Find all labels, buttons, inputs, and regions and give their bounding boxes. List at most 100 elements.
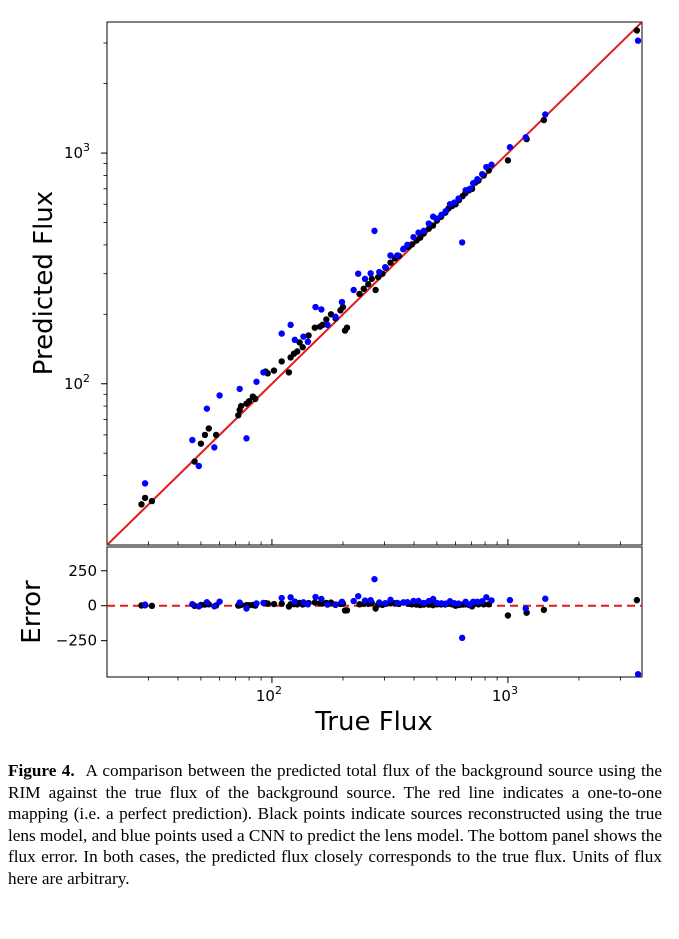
cnn-lens-point [216, 392, 223, 399]
true-lens-error-point [270, 600, 278, 608]
true-lens-point [368, 275, 376, 283]
cnn-lens-point [260, 369, 267, 376]
y-tick-exponent: 3 [83, 141, 90, 154]
true-lens-point [278, 358, 285, 365]
cnn-lens-error-point [382, 599, 389, 607]
cnn-lens-error-point [203, 599, 211, 606]
true-lens-point [141, 494, 149, 502]
cnn-lens-point [455, 195, 462, 202]
cnn-lens-point [350, 286, 357, 294]
cnn-lens-error-point [415, 597, 422, 605]
cnn-lens-point [400, 246, 407, 253]
true-lens-point [319, 321, 326, 329]
cnn-lens-error-point [542, 595, 549, 602]
true-lens-error-point [311, 599, 319, 606]
true-lens-point [343, 324, 351, 331]
true-lens-point [387, 259, 394, 266]
x-tick-label: 103 [492, 684, 518, 705]
cnn-lens-error-point [634, 671, 642, 677]
cnn-lens-error-point [361, 597, 369, 604]
error-y-tick-label: 0 [87, 597, 97, 615]
true-lens-point [323, 316, 330, 323]
cnn-lens-error-point [304, 601, 312, 608]
y-tick-exponent: 2 [83, 372, 90, 385]
cnn-lens-error-point [506, 596, 514, 604]
error-plot-frame [106, 546, 643, 678]
cnn-lens-point [404, 241, 411, 249]
cnn-lens-point [433, 215, 441, 222]
true-lens-error-point [633, 596, 641, 604]
cnn-lens-error-point [488, 597, 495, 604]
cnn-lens-error-point [387, 596, 394, 604]
true-lens-error-point [504, 612, 512, 619]
cnn-lens-error-point [367, 597, 374, 604]
true-lens-point [201, 431, 209, 439]
error-y-tick-label: 250 [68, 562, 97, 580]
true-lens-point [197, 440, 205, 447]
one-to-one-line [107, 22, 642, 545]
cnn-lens-error-point [483, 594, 490, 601]
cnn-lens-point [483, 163, 490, 171]
error-y-tick-label: −250 [56, 632, 97, 650]
cnn-lens-point [438, 211, 445, 219]
cnn-lens-error-point [350, 597, 357, 605]
cnn-lens-point [332, 313, 339, 321]
true-lens-point [360, 285, 367, 293]
cnn-lens-point [361, 275, 369, 283]
cnn-lens-point [324, 321, 331, 329]
cnn-lens-point [312, 303, 319, 311]
cnn-lens-point [415, 229, 422, 236]
cnn-lens-point [442, 207, 449, 215]
figure: 102 103 Predicted Flux 250 0 −250 102 103 Er… [17, 21, 643, 737]
cnn-lens-error-point [433, 599, 441, 607]
cnn-lens-point [195, 462, 203, 470]
caption-label: Figure 4. [8, 761, 75, 780]
true-lens-point [365, 281, 372, 288]
flux-error-panel: 250 0 −250 102 103 Error True Flux [17, 546, 643, 737]
cnn-lens-point [211, 444, 218, 451]
cnn-lens-error-point [260, 599, 267, 607]
true-lens-point [311, 324, 319, 331]
cnn-lens-error-point [404, 599, 411, 606]
cnn-lens-point [189, 436, 196, 444]
x-tick-exponent: 3 [511, 684, 518, 697]
true-lens-point [270, 367, 278, 374]
true-lens-error-point [540, 606, 548, 614]
error-y-axis-title: Error [17, 580, 47, 644]
true-lens-point [339, 303, 347, 311]
cnn-lens-error-point [243, 605, 250, 612]
true-lens-error-point [343, 607, 351, 614]
cnn-lens-point [300, 333, 307, 340]
true-lens-point [372, 286, 379, 294]
cnn-lens-point [371, 227, 378, 235]
cnn-lens-error-point [522, 605, 529, 612]
cnn-lens-point [253, 378, 260, 385]
cnn-lens-error-point [324, 601, 331, 608]
cnn-lens-error-point [189, 600, 196, 608]
x-axis-title: True Flux [314, 707, 433, 737]
true-lens-point [252, 395, 259, 403]
cnn-lens-point [236, 385, 243, 393]
y-tick-label: 103 [64, 141, 90, 162]
cnn-lens-error-point [354, 593, 362, 600]
cnn-lens-error-point [211, 603, 218, 610]
true-lens-error-point [148, 602, 156, 610]
cnn-lens-error-point [216, 598, 223, 605]
cnn-lens-error-point [410, 597, 417, 605]
true-lens-point [245, 398, 253, 405]
cnn-lens-error-point [478, 598, 486, 605]
cnn-lens-error-point [338, 598, 346, 605]
cnn-lens-point [243, 435, 250, 442]
true-lens-point [633, 27, 641, 34]
cnn-lens-point [203, 405, 211, 412]
cnn-lens-point [506, 144, 514, 151]
true-lens-point [374, 273, 382, 281]
cnn-lens-point [466, 185, 474, 193]
true-lens-point [191, 458, 198, 465]
cnn-lens-point [304, 338, 312, 346]
cnn-lens-point [338, 298, 346, 306]
cnn-lens-error-point [278, 594, 285, 602]
cnn-lens-point [522, 134, 529, 141]
cnn-lens-point [141, 480, 149, 487]
cnn-lens-point [542, 111, 549, 118]
